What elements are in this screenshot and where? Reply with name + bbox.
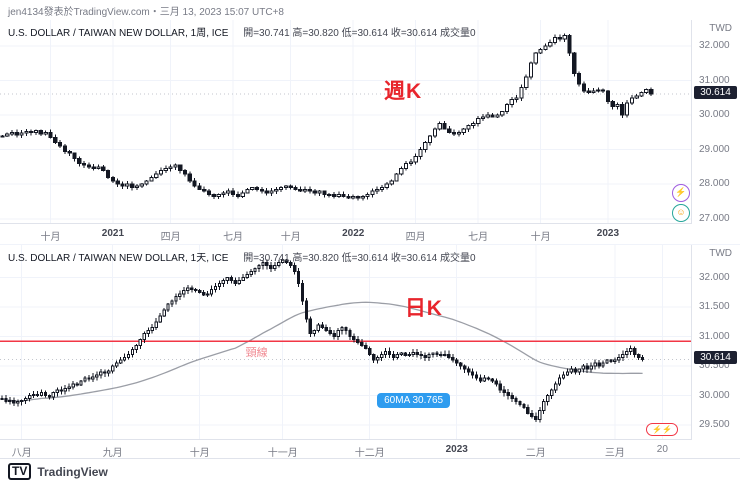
price-tick-label: 31.000 (699, 330, 730, 342)
time-tick-label: 十月 (530, 232, 551, 243)
daily-symbol-header: U.S. DOLLAR / TAIWAN NEW DOLLAR, 1天, ICE… (8, 249, 476, 264)
daily-ohlc-summary: 開=30.741 高=30.820 低=30.614 收=30.614 成交量0 (243, 253, 476, 264)
price-tick-label: 30.000 (699, 109, 730, 121)
daily-symbol-title: U.S. DOLLAR / TAIWAN NEW DOLLAR, 1天, ICE (8, 253, 229, 264)
firework-reaction-badge[interactable]: ⚡⚡ (646, 423, 678, 436)
time-tick-label: 2023 (596, 228, 620, 239)
time-tick-label: 四月 (405, 232, 426, 243)
weekly-symbol-title: U.S. DOLLAR / TAIWAN NEW DOLLAR, 1周, ICE (8, 28, 229, 39)
time-tick-label: 七月 (468, 232, 489, 243)
daily-annotation-label: 日K (404, 296, 443, 320)
time-tick-label: 2021 (101, 228, 125, 239)
weekly-plot-area[interactable]: U.S. DOLLAR / TAIWAN NEW DOLLAR, 1周, ICE… (0, 20, 692, 224)
tradingview-logo-icon[interactable]: TV (8, 463, 32, 480)
price-tick-label: 29.500 (699, 419, 730, 431)
time-tick-label: 十月 (189, 448, 210, 459)
price-tick-label: 27.000 (699, 212, 730, 224)
time-tick-label: 八月 (11, 448, 32, 459)
time-tick-label: 2022 (342, 228, 365, 239)
footer-bar: TV TradingView (0, 458, 740, 484)
time-tick-label: 十月 (40, 232, 61, 243)
weekly-reactions: ⚡ ☺ (672, 184, 690, 222)
weekly-currency-label: TWD (709, 23, 732, 34)
price-tick-label: 28.000 (699, 178, 730, 190)
daily-last-price-badge: 30.614 (694, 351, 737, 365)
weekly-last-price-badge: 30.614 (694, 85, 737, 99)
time-tick-label: 十二月 (354, 448, 385, 459)
attribution-text: jen4134發表於TradingView.com・三月 13, 2023 15… (8, 6, 284, 18)
time-tick-label: 二月 (525, 448, 546, 459)
price-tick-label: 31.500 (699, 301, 730, 313)
time-tick-label: 十一月 (267, 448, 298, 459)
time-tick-label: 2023 (445, 444, 468, 455)
price-tick-label: 32.000 (699, 271, 730, 283)
price-tick-label: 30.500 (699, 360, 730, 372)
time-tick-label: 九月 (102, 448, 123, 459)
lightning-reaction-icon[interactable]: ⚡ (672, 184, 690, 202)
weekly-symbol-header: U.S. DOLLAR / TAIWAN NEW DOLLAR, 1周, ICE… (8, 24, 476, 39)
time-tick-label: 十月 (280, 232, 301, 243)
time-tick-label: 七月 (223, 232, 244, 243)
price-tick-label: 29.000 (699, 143, 730, 155)
time-tick-label: 三月 (604, 448, 625, 459)
ma60-tooltip: 60MA 30.765 (377, 392, 451, 408)
price-tick-label: 32.000 (699, 39, 730, 51)
daily-plot-area[interactable]: U.S. DOLLAR / TAIWAN NEW DOLLAR, 1天, ICE… (0, 245, 692, 440)
daily-chart-pane: U.S. DOLLAR / TAIWAN NEW DOLLAR, 1天, ICE… (0, 244, 740, 460)
tradingview-brand-text[interactable]: TradingView (37, 464, 108, 479)
time-tick-label: 20 (656, 444, 668, 455)
daily-currency-label: TWD (709, 248, 732, 259)
price-tick-label: 31.000 (699, 74, 730, 86)
price-tick-label: 30.000 (699, 389, 730, 401)
daily-candles-canvas[interactable] (0, 245, 692, 440)
weekly-chart-pane: U.S. DOLLAR / TAIWAN NEW DOLLAR, 1周, ICE… (0, 20, 740, 244)
daily-time-axis[interactable]: 八月 九月 十月 十一月 十二月 2023 二月 三月 20 (0, 439, 692, 460)
weekly-price-axis[interactable]: TWD 30.614 32.000 31.000 30.000 29.000 28.00… (691, 20, 740, 224)
smiley-reaction-icon[interactable]: ☺ (672, 204, 690, 222)
daily-price-axis[interactable]: TWD 30.614 32.000 31.500 31.000 30.500 30.00… (691, 245, 740, 440)
weekly-time-axis[interactable]: 十月 2021 四月 七月 十月 2022 四月 七月 十月 2023 (0, 223, 692, 244)
weekly-annotation-label: 週K (384, 80, 423, 104)
weekly-ohlc-summary: 開=30.741 高=30.820 低=30.614 收=30.614 成交量0 (243, 28, 476, 39)
neckline-label: 頸線 (245, 347, 268, 360)
time-tick-label: 四月 (160, 232, 181, 243)
weekly-candles-canvas[interactable] (0, 20, 692, 224)
attribution-bar: jen4134發表於TradingView.com・三月 13, 2023 15… (0, 0, 740, 20)
